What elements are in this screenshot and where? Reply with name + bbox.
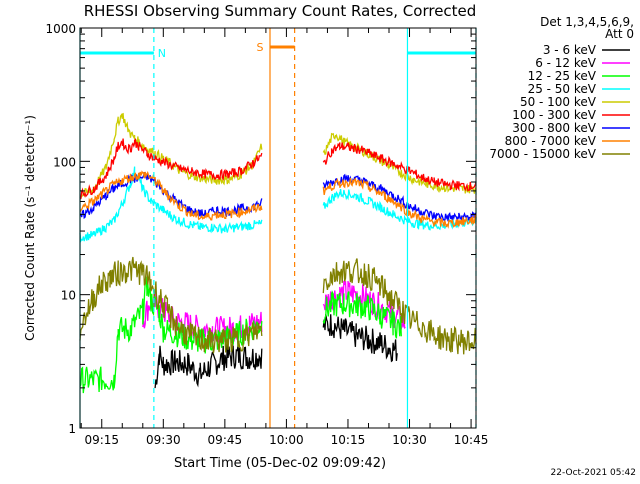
x-tick-label: 10:45 [454, 433, 489, 447]
legend-item: 3 - 6 keV [543, 43, 630, 57]
y-tick-label: 1000 [45, 22, 76, 36]
chart-title: RHESSI Observing Summary Count Rates, Co… [84, 2, 477, 20]
legend-item: 800 - 7000 keV [505, 134, 630, 148]
series-8 [79, 256, 477, 355]
x-axis-label: Start Time (05-Dec-02 09:09:42) [174, 456, 386, 471]
y-axis-label: Corrected Count Rate (s⁻¹ detector⁻¹) [23, 115, 37, 341]
y-tick-label: 10 [61, 289, 76, 303]
legend-label: 7000 - 15000 keV [489, 147, 596, 161]
legend-item: 7000 - 15000 keV [489, 147, 630, 161]
series-line [79, 138, 477, 200]
series-5 [79, 138, 477, 200]
legend-label: 100 - 300 keV [512, 108, 596, 122]
x-tick-label: 10:30 [392, 433, 427, 447]
legend-label: 300 - 800 keV [512, 121, 596, 135]
legend-item: 50 - 100 keV [520, 95, 630, 109]
y-tick-label: 100 [53, 155, 76, 169]
legend-header-line1: Det 1,3,4,5,6,9, [540, 15, 634, 29]
x-tick-label: 09:15 [84, 433, 119, 447]
night-label: N [158, 47, 166, 60]
saa-annotation-2: S [257, 28, 296, 428]
series-0 [154, 314, 398, 389]
legend-item: 12 - 25 keV [528, 69, 630, 83]
x-tick-label: 09:30 [146, 433, 181, 447]
y-tick-label: 1 [68, 422, 76, 436]
legend-label: 800 - 7000 keV [505, 134, 597, 148]
series-7 [79, 170, 477, 229]
legend-item: 6 - 12 keV [535, 56, 630, 70]
legend-label: 3 - 6 keV [543, 43, 597, 57]
series-line [79, 256, 477, 355]
plot-frame [79, 27, 477, 429]
legend-item: 25 - 50 keV [528, 82, 630, 96]
series-line [154, 314, 398, 389]
x-tick-label: 10:15 [331, 433, 366, 447]
footer-date: 22-Oct-2021 05:42 [551, 468, 636, 478]
legend-label: 6 - 12 keV [535, 56, 597, 70]
series-line [79, 170, 477, 229]
legend-header-line2: Att 0 [605, 27, 634, 41]
saa-label: S [257, 41, 264, 54]
legend-item: 300 - 800 keV [512, 121, 630, 135]
legend-item: 100 - 300 keV [512, 108, 630, 122]
x-tick-label: 10:00 [269, 433, 304, 447]
legend-label: 25 - 50 keV [528, 82, 597, 96]
legend-label: 50 - 100 keV [520, 95, 597, 109]
legend-label: 12 - 25 keV [528, 69, 597, 83]
x-tick-label: 09:45 [208, 433, 243, 447]
